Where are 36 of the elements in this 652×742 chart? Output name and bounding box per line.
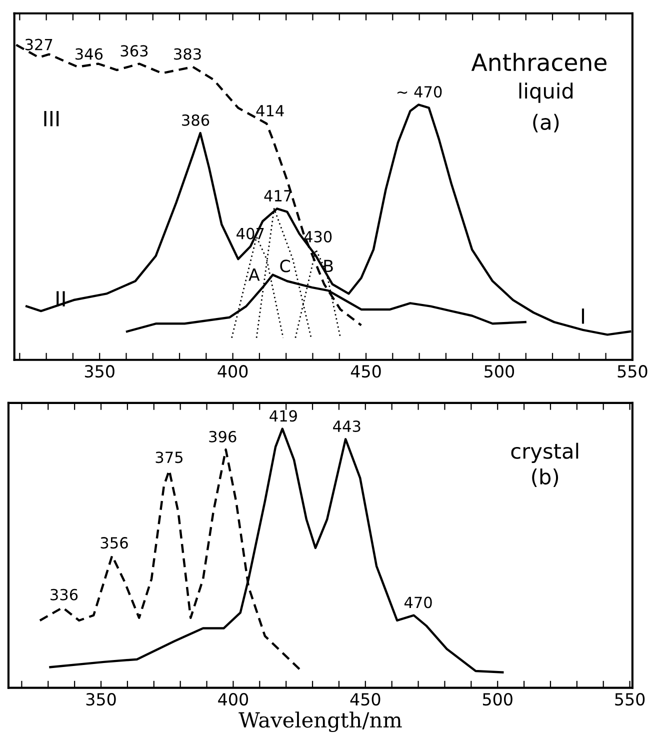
annotation: 383 [174, 48, 201, 60]
x-tick-label: 500 [482, 692, 512, 706]
annotation: 356 [100, 537, 128, 549]
annotation: C [280, 260, 290, 272]
annotation: 414 [256, 105, 284, 116]
annotation: I [582, 308, 584, 324]
x-tick-label: 350 [84, 365, 114, 378]
annotation: 419 [270, 410, 297, 422]
annotation: ~ 470 [398, 86, 442, 98]
annotation: 346 [76, 48, 103, 60]
annotation: 417 [264, 190, 292, 202]
x-tick-label: 550 [615, 692, 645, 706]
annotation: 470 [404, 596, 432, 608]
annotation: 363 [120, 45, 148, 57]
x-tick-label: 450 [350, 365, 381, 378]
annotation: 386 [182, 114, 210, 126]
x-tick-label: 550 [618, 365, 648, 378]
x-tick-label: 450 [350, 692, 380, 706]
x-tick-label: 400 [218, 365, 248, 378]
annotation: III [44, 111, 59, 126]
annotation: (a) [533, 114, 559, 132]
x-tick-label: 500 [484, 365, 514, 378]
annotation: 327 [25, 38, 52, 50]
annotation: 430 [304, 230, 332, 242]
x-axis-title: Wavelength/nm [238, 712, 402, 732]
annotation: A [248, 268, 260, 281]
chart-title: Anthracene [471, 52, 606, 72]
annotation: crystal [511, 442, 578, 463]
annotation: 375 [156, 452, 182, 464]
annotation: (b) [532, 468, 558, 488]
annotation: liquid [519, 82, 573, 103]
annotation: 396 [209, 430, 236, 442]
annotation: 336 [50, 588, 78, 600]
x-tick-label: 350 [86, 692, 116, 706]
x-tick-label: 400 [218, 692, 248, 706]
annotation: 443 [333, 420, 360, 432]
